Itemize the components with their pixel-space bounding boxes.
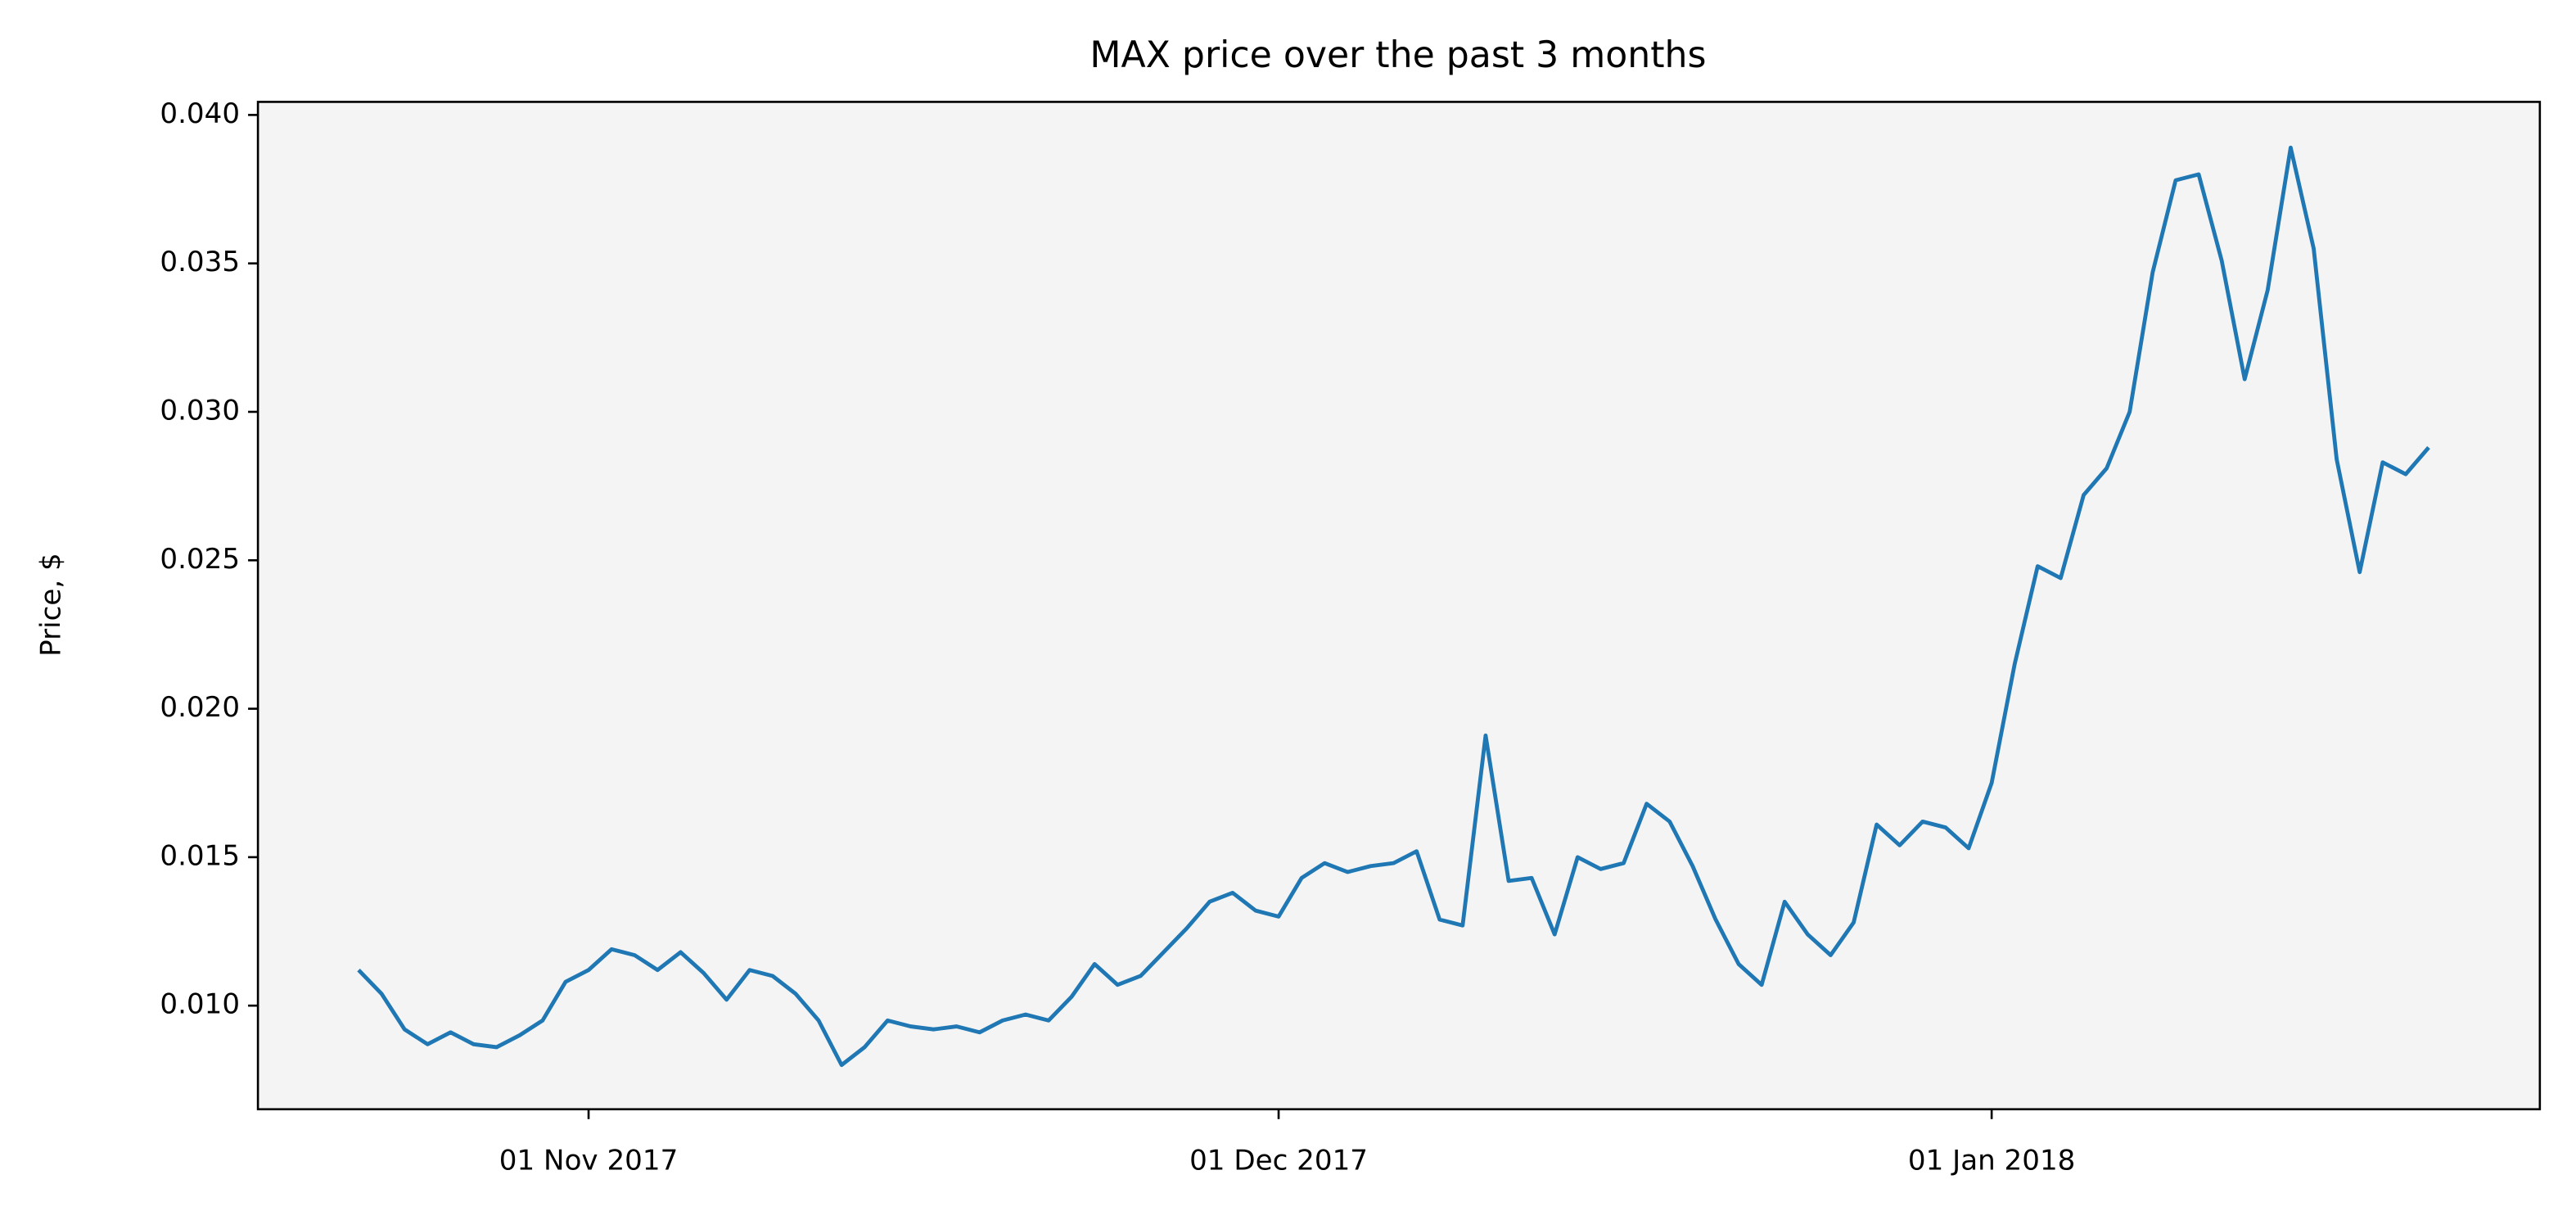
chart-title: MAX price over the past 3 months [1089,34,1706,76]
y-tick-label: 0.010 [160,988,240,1021]
plot-frame [256,101,2542,1111]
y-tick-label: 0.040 [160,97,240,130]
y-tick-label: 0.035 [160,246,240,278]
y-tick-label: 0.025 [160,543,240,576]
price-line [357,145,2430,1068]
x-tick-label: 01 Jan 2018 [1908,1144,2075,1177]
y-tick-label: 0.020 [160,691,240,724]
x-tick-label: 01 Dec 2017 [1189,1144,1368,1177]
plot-area [258,102,2540,1109]
y-tick-label: 0.030 [160,394,240,427]
y-tick-label: 0.015 [160,839,240,872]
y-axis-label: Price, $ [35,553,68,657]
x-tick-label: 01 Nov 2017 [499,1144,678,1177]
